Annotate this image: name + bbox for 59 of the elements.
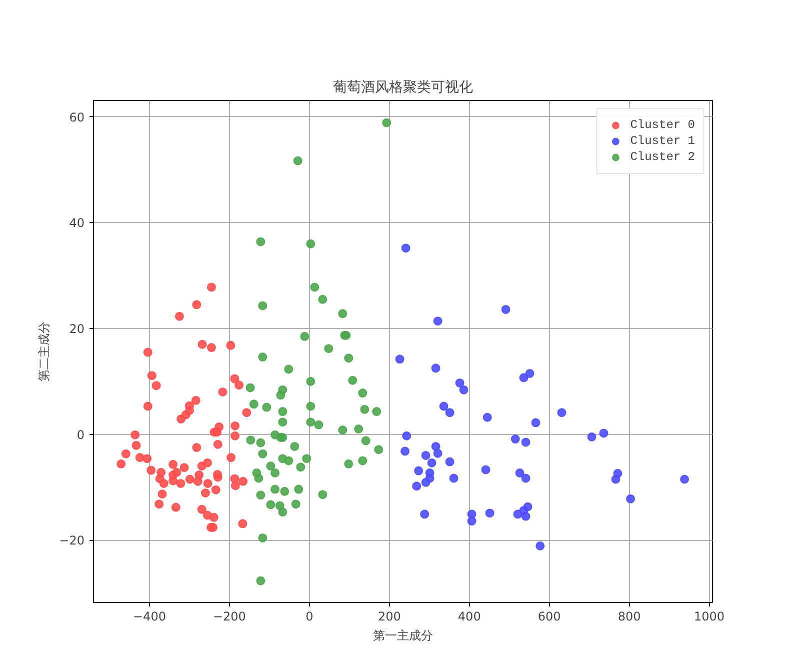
- point: [485, 508, 494, 518]
- y-tick-label: 0: [76, 428, 85, 442]
- x-tick-label: 1000: [694, 610, 725, 624]
- point: [445, 457, 454, 466]
- point: [431, 364, 440, 373]
- x-tick-label: 800: [618, 610, 641, 624]
- point: [414, 466, 424, 476]
- point: [421, 450, 430, 460]
- point: [455, 378, 464, 388]
- y-axis-title: 第二主成分: [37, 322, 52, 382]
- point: [521, 474, 530, 483]
- point: [680, 474, 690, 484]
- point: [445, 408, 454, 418]
- y-tick-label: 20: [69, 322, 85, 336]
- point: [439, 402, 448, 411]
- point: [599, 428, 608, 438]
- legend-label: Cluster 2: [630, 149, 695, 165]
- x-tick-label: −200: [212, 610, 246, 624]
- point: [433, 316, 442, 326]
- point: [421, 478, 430, 487]
- point: [515, 468, 524, 478]
- x-tick-label: −400: [133, 610, 166, 624]
- x-tick-label: 400: [458, 610, 481, 624]
- point: [433, 448, 442, 458]
- point: [587, 432, 596, 442]
- point: [626, 494, 636, 504]
- point: [420, 510, 430, 519]
- point: [525, 368, 534, 378]
- point: [531, 418, 540, 428]
- point: [501, 304, 510, 314]
- x-tick-label: 600: [538, 610, 561, 624]
- point: [481, 465, 490, 474]
- point: [427, 458, 436, 468]
- y-tick-label: −20: [59, 534, 85, 548]
- point: [459, 385, 468, 394]
- point: [402, 431, 412, 440]
- point: [400, 446, 410, 456]
- point: [611, 474, 620, 484]
- x-tick-label: 0: [306, 610, 314, 624]
- y-tick-label: 40: [69, 216, 85, 230]
- point: [523, 502, 532, 512]
- point: [521, 512, 530, 521]
- x-axis-title: 第一主成分: [373, 628, 433, 642]
- legend-label: Cluster 0: [630, 117, 695, 133]
- point: [557, 408, 566, 418]
- point: [467, 516, 476, 526]
- point: [401, 244, 410, 253]
- point: [412, 482, 422, 491]
- point: [510, 434, 520, 444]
- y-tick-label: 60: [69, 110, 85, 124]
- chart-title: 葡萄酒风格聚类可视化: [333, 80, 473, 96]
- point: [519, 373, 528, 382]
- point: [482, 412, 492, 422]
- point: [536, 541, 545, 550]
- legend-label: Cluster 1: [630, 133, 695, 149]
- point: [521, 438, 530, 447]
- x-tick-label: 200: [378, 610, 401, 624]
- point: [395, 354, 404, 364]
- point: [449, 474, 458, 483]
